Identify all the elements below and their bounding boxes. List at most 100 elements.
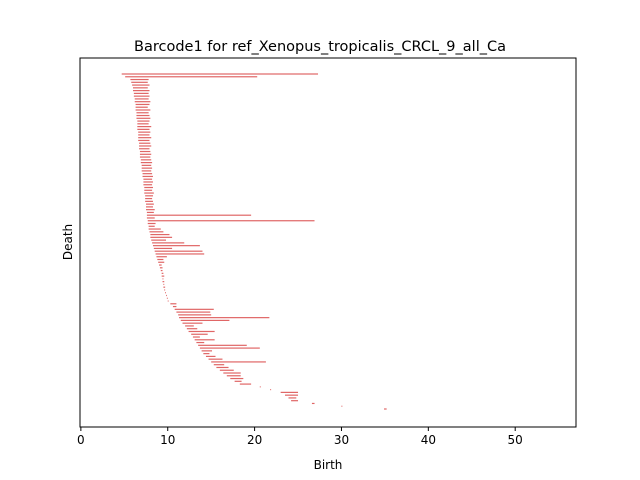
barcode-bar (170, 303, 177, 305)
x-tick-label: 0 (77, 433, 85, 447)
barcode-bar (133, 92, 149, 94)
barcode-bar (136, 112, 149, 114)
barcode-bar (132, 87, 148, 89)
barcode-bar (157, 258, 164, 261)
barcode-bar (154, 250, 203, 252)
barcode-bar (205, 355, 216, 357)
x-tick-label: 40 (421, 433, 436, 447)
barcode-bar (145, 197, 153, 200)
barcode-bar (145, 200, 153, 202)
barcode-bar (285, 394, 299, 396)
barcode-bar (145, 195, 153, 197)
barcode-bar (162, 281, 165, 283)
barcode-bar (223, 372, 241, 374)
barcode-bar (291, 400, 299, 402)
barcode-bar (125, 76, 258, 78)
barcode-bar (155, 253, 205, 255)
barcode-bar (162, 278, 164, 280)
barcode-bar (179, 317, 270, 319)
x-tick-label: 20 (247, 433, 262, 447)
barcode-bar (180, 319, 230, 321)
barcode-bar (146, 209, 155, 211)
barcode-bar (149, 231, 164, 233)
barcode-bar (161, 272, 164, 274)
barcode-bar (143, 178, 153, 180)
barcode-bar (151, 239, 166, 241)
x-axis-label: Birth (314, 458, 343, 472)
barcode-bar (165, 292, 166, 294)
barcode-bar (137, 123, 149, 125)
barcode-bar (138, 134, 150, 136)
barcode-bar (163, 283, 165, 286)
barcode-bar (135, 106, 148, 108)
barcode-bar (143, 181, 153, 183)
bars-group (121, 73, 387, 410)
barcode-bar (144, 189, 153, 191)
barcode-bar (230, 377, 244, 380)
barcode-bar (138, 139, 150, 142)
chart-title: Barcode1 for ref_Xenopus_tropicalis_CRCL… (134, 39, 506, 55)
barcode-bar (147, 220, 315, 222)
barcode-bar (161, 275, 165, 277)
barcode-bar (137, 128, 150, 130)
barcode-bar (239, 383, 252, 385)
barcode-bar (141, 164, 152, 166)
x-tick-label: 30 (334, 433, 349, 447)
barcode-bar (288, 397, 297, 399)
barcode-bar (211, 361, 266, 363)
barcode-bar (199, 347, 260, 349)
barcode-bar (142, 173, 153, 175)
barcode-bar (138, 137, 152, 139)
barcode-bar (152, 242, 185, 244)
barcode-bar (139, 156, 151, 158)
barcode-bar (144, 186, 153, 189)
barcode-bar (196, 341, 205, 344)
barcode-bar (191, 333, 208, 335)
barcode-bar (163, 286, 166, 288)
barcode-bar (135, 103, 150, 106)
barcode-bar (140, 159, 152, 161)
barcode-bar (270, 389, 272, 391)
x-tick-label: 50 (508, 433, 523, 447)
barcode-bar (219, 369, 234, 371)
barcode-bar (188, 330, 215, 333)
y-axis-label: Death (61, 224, 75, 260)
barcode-bar (121, 73, 319, 75)
x-tick-label: 10 (160, 433, 175, 447)
barcode-bar (132, 84, 150, 86)
barcode-bar (186, 328, 198, 330)
barcode-bar (166, 297, 168, 299)
barcode-bar (137, 126, 152, 128)
barcode-bar (156, 256, 167, 258)
barcode-bar (143, 184, 153, 186)
barcode-bar (150, 233, 170, 236)
barcode-bar (133, 95, 150, 97)
barcode-bar (134, 101, 151, 103)
barcode-bar (139, 148, 150, 150)
barcode-bar (160, 269, 163, 272)
barcode-bar (139, 150, 151, 153)
barcode-bar (141, 167, 153, 169)
barcode-bar (153, 247, 173, 250)
barcode-bar (139, 145, 152, 147)
barcode-bar (198, 344, 247, 346)
barcode-bar (159, 264, 162, 266)
barcode-bar (194, 339, 215, 341)
barcode-bar (148, 225, 155, 227)
barcode-bar (146, 206, 153, 208)
x-axis: 0 10 20 30 40 50 (77, 427, 523, 447)
barcode-bar (167, 300, 169, 302)
barcode-bar (152, 245, 200, 247)
barcode-bar (216, 366, 229, 369)
barcode-bar (158, 261, 165, 263)
barcode-bar (384, 408, 387, 410)
barcode-bar (139, 142, 151, 144)
barcode-bar (172, 305, 177, 308)
barcode-bar (234, 380, 242, 382)
plot-frame (79, 57, 577, 428)
barcode-bar (132, 90, 150, 92)
barcode-bar (148, 228, 161, 230)
barcode-bar (341, 405, 343, 407)
barcode-bar (192, 336, 200, 338)
